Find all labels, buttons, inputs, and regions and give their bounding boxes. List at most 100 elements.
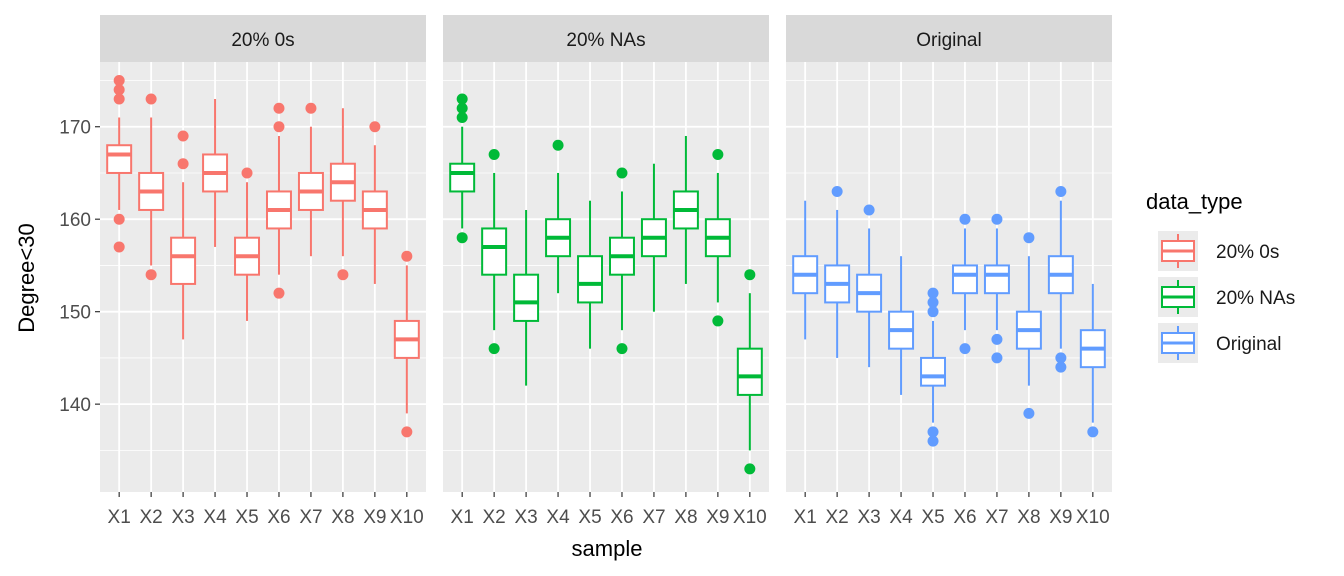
x-tick-label: X6 <box>267 507 290 528</box>
box-X6 <box>951 213 978 355</box>
outlier-point <box>145 93 157 105</box>
box-X10 <box>736 269 763 475</box>
x-axis-title: sample <box>572 536 643 561</box>
x-tick-label: X5 <box>235 507 258 528</box>
outlier-point <box>273 287 285 299</box>
outlier-point <box>369 121 381 133</box>
x-tick-label: X4 <box>203 507 227 528</box>
box-body <box>481 227 508 276</box>
x-tick-label: X5 <box>578 507 601 528</box>
y-tick-label: 170 <box>59 118 91 139</box>
box-body <box>449 162 476 193</box>
facet-strip-label: 20% 0s <box>231 30 294 51</box>
box-X9 <box>1047 185 1074 373</box>
outlier-point <box>927 306 939 318</box>
outlier-point <box>177 130 189 142</box>
box-X2 <box>824 185 851 358</box>
x-tick-label: X6 <box>953 507 976 528</box>
box-body <box>736 347 763 396</box>
outlier-point <box>616 343 628 355</box>
legend-entry: 20% NAs <box>1158 277 1295 317</box>
box-X7 <box>983 213 1010 364</box>
box-X6 <box>608 167 635 355</box>
box-X2 <box>138 93 165 281</box>
outlier-point <box>1055 361 1067 373</box>
box-X1 <box>449 93 476 244</box>
box-X9 <box>704 148 731 327</box>
facet-strip-label: 20% NAs <box>566 30 645 51</box>
outlier-point <box>177 158 189 170</box>
outlier-point <box>744 269 756 281</box>
outlier-point <box>401 250 413 262</box>
outlier-point <box>1023 407 1035 419</box>
x-tick-label: X2 <box>483 507 506 528</box>
outlier-point <box>959 343 971 355</box>
outlier-point <box>1087 426 1099 438</box>
outlier-point <box>927 435 939 447</box>
outlier-point <box>616 167 628 179</box>
x-tick-label: X7 <box>642 507 665 528</box>
box-body <box>920 356 947 387</box>
x-tick-label: X2 <box>140 507 163 528</box>
x-tick-label: X5 <box>921 507 944 528</box>
legend-title: data_type <box>1146 189 1243 214</box>
outlier-point <box>113 93 125 105</box>
outlier-point <box>273 121 285 133</box>
box-X4 <box>202 98 229 247</box>
outlier-point <box>552 139 564 151</box>
x-tick-label: X6 <box>610 507 633 528</box>
outlier-point <box>456 102 468 114</box>
facet-strip <box>786 15 1112 62</box>
outlier-point <box>1055 185 1067 197</box>
x-tick-label: X4 <box>889 507 913 528</box>
x-tick-label: X8 <box>331 507 354 528</box>
box-body <box>577 255 604 304</box>
x-tick-label: X3 <box>857 507 880 528</box>
box-body <box>513 273 540 322</box>
x-tick-label: X1 <box>108 507 131 528</box>
box-X5 <box>577 200 604 349</box>
outlier-point <box>273 102 285 114</box>
legend-entry: Original <box>1158 323 1281 363</box>
x-tick-label: X1 <box>451 507 474 528</box>
box-body <box>983 264 1010 295</box>
legend-entry: 20% 0s <box>1158 231 1279 271</box>
box-X3 <box>170 130 197 340</box>
facet-panel: 20% 0s X1 X2 X3 X4 X5 X6 X7 X8 X9 X10 <box>100 15 426 528</box>
x-tick-label: X1 <box>794 507 817 528</box>
box-X5 <box>920 287 947 447</box>
facet-strip <box>100 15 426 62</box>
box-X5 <box>234 167 261 321</box>
outlier-point <box>927 296 939 308</box>
outlier-point <box>113 84 125 96</box>
outlier-point <box>401 426 413 438</box>
box-body <box>170 236 197 285</box>
outlier-point <box>959 213 971 225</box>
outlier-point <box>488 148 500 160</box>
y-axis-title: Degree<30 <box>14 223 39 332</box>
outlier-point <box>991 333 1003 345</box>
box-X8 <box>1015 232 1042 419</box>
box-X9 <box>361 121 388 284</box>
box-X8 <box>672 135 699 284</box>
y-axis: 140 150 160 170 <box>59 118 100 416</box>
outlier-point <box>1023 232 1035 244</box>
outlier-point <box>863 204 875 216</box>
box-X4 <box>545 139 572 294</box>
legend-entry-label: Original <box>1216 334 1281 355</box>
panel-background <box>443 62 769 492</box>
legend-entry-label: 20% 0s <box>1216 242 1279 263</box>
outlier-point <box>712 148 724 160</box>
outlier-point <box>305 102 317 114</box>
box-X1 <box>792 200 819 340</box>
x-tick-label: X10 <box>733 507 767 528</box>
box-X8 <box>329 108 356 281</box>
box-X10 <box>393 250 420 438</box>
x-tick-label: X10 <box>1076 507 1110 528</box>
box-X10 <box>1079 283 1106 438</box>
outlier-point <box>456 232 468 244</box>
outlier-point <box>113 213 125 225</box>
outlier-point <box>456 111 468 123</box>
